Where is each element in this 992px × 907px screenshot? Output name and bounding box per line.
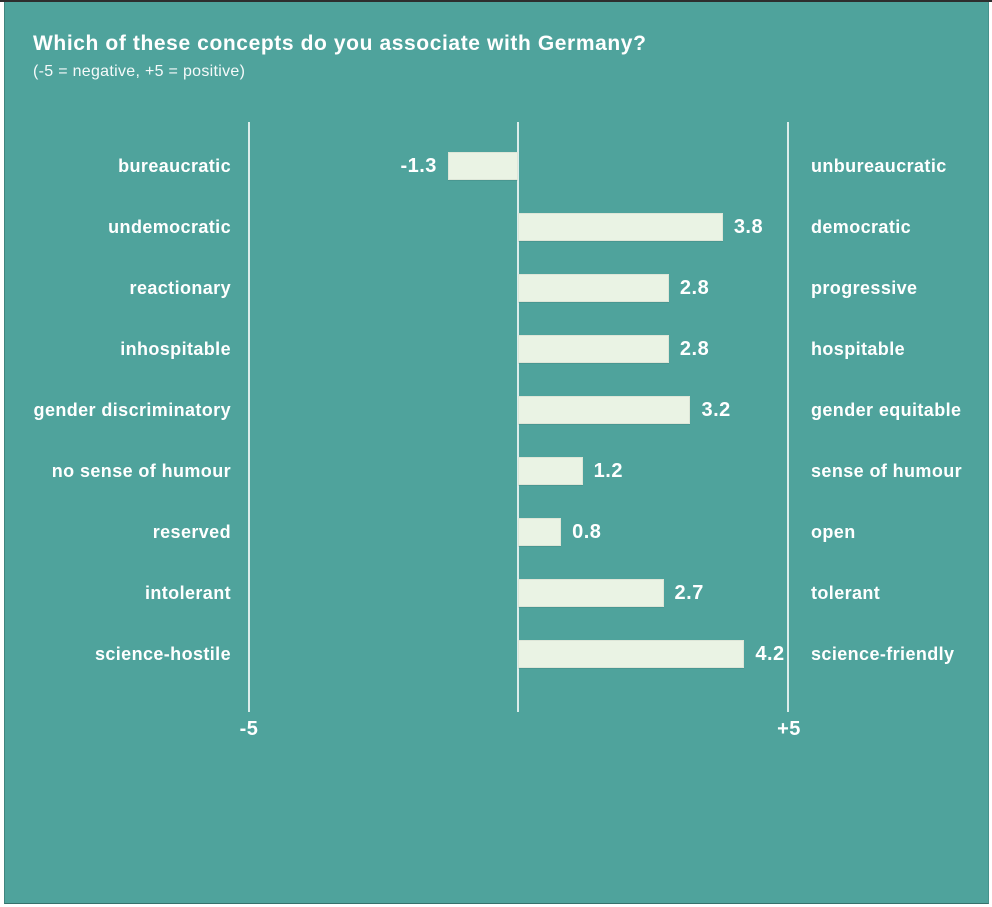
row-right-label: democratic <box>811 217 912 237</box>
row-right-label: hospitable <box>811 339 906 359</box>
row-left-label: inhospitable <box>120 339 231 359</box>
bar <box>518 457 583 485</box>
bar <box>518 335 669 363</box>
row-left-label: bureaucratic <box>118 156 231 176</box>
row-right-label: tolerant <box>811 583 881 603</box>
bar <box>518 518 562 546</box>
value-label: -1.3 <box>400 155 437 177</box>
value-label: 0.8 <box>572 521 602 543</box>
chart-title: Which of these concepts do you associate… <box>33 32 647 55</box>
bar <box>447 152 518 180</box>
row-right-label: science-friendly <box>811 644 955 664</box>
axis-tick-max: +5 <box>777 718 801 740</box>
row-left-label: science-hostile <box>94 644 231 664</box>
axis-tick-min: -5 <box>239 718 259 740</box>
chart-subtitle: (-5 = negative, +5 = positive) <box>33 63 246 80</box>
row-right-label: unbureaucratic <box>811 156 947 176</box>
row-right-label: sense of humour <box>811 461 963 481</box>
value-label: 3.2 <box>701 399 731 421</box>
row-left-label: reactionary <box>129 278 231 298</box>
row-left-label: gender discriminatory <box>33 400 231 420</box>
value-label: 1.2 <box>593 460 623 482</box>
axis-line-max <box>787 122 789 712</box>
chart-card: Which of these concepts do you associate… <box>4 2 989 904</box>
bar <box>518 213 723 241</box>
bar <box>518 396 691 424</box>
value-label: 3.8 <box>733 216 764 238</box>
value-label: 4.2 <box>755 643 785 665</box>
row-right-label: gender equitable <box>811 400 962 420</box>
axis-line-min <box>248 122 250 712</box>
row-left-label: undemocratic <box>108 217 231 237</box>
row-right-label: progressive <box>811 278 918 298</box>
plot-area: -5 +5 bureaucratic unbureaucratic -1.3 unde… <box>5 2 988 903</box>
value-label: 2.8 <box>679 338 710 360</box>
row-left-label: no sense of humour <box>51 461 231 481</box>
row-left-label: reserved <box>152 522 231 542</box>
bar <box>518 579 664 607</box>
bar <box>518 274 669 302</box>
row-right-label: open <box>811 522 856 542</box>
bar <box>518 640 745 668</box>
value-label: 2.7 <box>674 582 704 604</box>
value-label: 2.8 <box>679 277 710 299</box>
row-left-label: intolerant <box>144 583 231 603</box>
